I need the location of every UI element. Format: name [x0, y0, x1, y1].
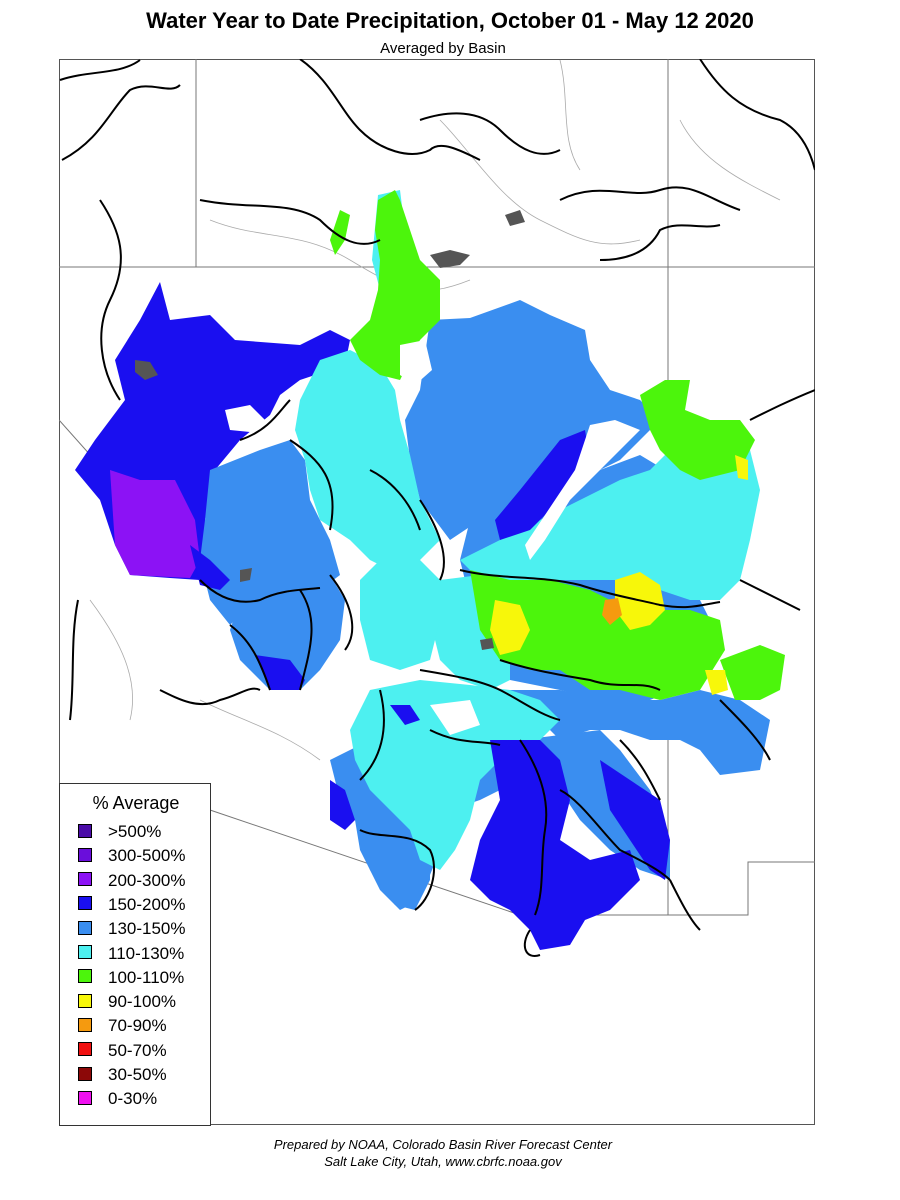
basin-gila-lower: [360, 820, 430, 910]
basin-yellow-mid: [490, 600, 530, 655]
lake-reservoir-ne: [505, 210, 525, 226]
basin-san-juan-upper: [720, 645, 785, 700]
legend-label: 50-70%: [108, 1040, 167, 1060]
legend-label: 130-150%: [108, 919, 186, 939]
legend-item: 200-300%: [78, 871, 186, 893]
legend-item: 150-200%: [78, 895, 186, 917]
basin-white-lake-powell: [525, 420, 640, 560]
lake-reservoir-w: [240, 568, 252, 582]
map-subtitle: Averaged by Basin: [380, 40, 506, 57]
legend-item: 90-100%: [78, 992, 176, 1014]
legend-swatch: [78, 872, 92, 887]
legend-swatch: [78, 1042, 92, 1057]
basin-orange: [602, 598, 622, 625]
basin-duchesne-east: [495, 430, 590, 540]
legend-item: 100-110%: [78, 968, 184, 990]
basin-gunnison-upper: [470, 570, 725, 700]
legend-swatch: [78, 1066, 92, 1081]
lakes: [135, 210, 525, 650]
basin-upper-colorado: [405, 300, 660, 540]
legend-swatch: [78, 969, 92, 984]
legend-label: 300-500%: [108, 846, 186, 866]
legend-label: 70-90%: [108, 1016, 167, 1036]
basin-yellow-ne: [735, 455, 748, 480]
basin-precipitation-map: [59, 59, 815, 957]
lake-great-salt: [135, 360, 158, 380]
basin-gila-upper: [470, 740, 640, 950]
legend-swatch: [78, 993, 92, 1008]
legend-swatch: [78, 920, 92, 935]
basin-white-south: [430, 700, 480, 735]
basin-little-colorado: [350, 680, 560, 870]
legend-title: % Average: [92, 793, 180, 813]
legend-label: >500%: [108, 822, 162, 841]
legend-label: 30-50%: [108, 1065, 167, 1084]
legend-label: 150-200%: [108, 894, 186, 914]
basin-white-west: [225, 405, 265, 432]
legend-item: 30-50%: [78, 1065, 167, 1087]
map-title: Water Year to Date Precipitation, Octobe…: [146, 8, 754, 33]
legend-box: % Average >500% 300-500% 200-300% 150-200% 1…: [59, 783, 211, 1126]
legend-item: >500%: [78, 822, 161, 844]
legend-label: 90-100%: [108, 992, 177, 1012]
legend-swatch: [78, 823, 92, 838]
footer-line-2: Salt Lake City, Utah, www.cbrfc.noaa.gov: [324, 1154, 562, 1169]
footer-line-1: Prepared by NOAA, Colorado Basin River F…: [273, 1137, 613, 1152]
legend-item: 300-500%: [78, 846, 186, 868]
basin-outlines: [59, 59, 815, 957]
legend-item: 50-70%: [78, 1041, 167, 1063]
legend-swatch: [78, 847, 92, 862]
legend-swatch: [78, 896, 92, 911]
basin-white-north: [400, 340, 432, 385]
basin-yampa: [640, 380, 755, 480]
basin-san-pedro: [330, 780, 355, 830]
basin-nm-south: [600, 760, 670, 880]
basin-colors: [75, 190, 785, 950]
legend-label: 110-130%: [108, 943, 185, 963]
legend-swatch: [78, 1017, 92, 1032]
basin-yellow-east: [705, 670, 728, 695]
legend-item: 70-90%: [78, 1016, 167, 1038]
basin-verde-upper: [390, 705, 420, 725]
legend-label: 0-30%: [108, 1089, 158, 1109]
legend-swatch: [78, 945, 92, 960]
legend-item: 0-30%: [78, 1089, 157, 1111]
legend-label: 100-110%: [108, 967, 185, 987]
basin-upper-green-wy: [350, 190, 440, 380]
basin-san-juan: [500, 690, 770, 775]
legend-swatch: [78, 1090, 92, 1105]
legend-item: 130-150%: [78, 919, 186, 941]
basin-sevier: [200, 440, 340, 625]
basin-green-west: [330, 210, 350, 255]
basin-mid-lake-powell: [360, 560, 440, 670]
basin-sevier-sw: [190, 545, 230, 590]
legend-item: 110-130%: [78, 944, 184, 966]
basin-great-basin-sw: [110, 470, 200, 578]
legend-label: 200-300%: [108, 870, 186, 890]
lake-powell-dot: [480, 638, 494, 650]
lake-flaming-gorge: [430, 250, 470, 268]
